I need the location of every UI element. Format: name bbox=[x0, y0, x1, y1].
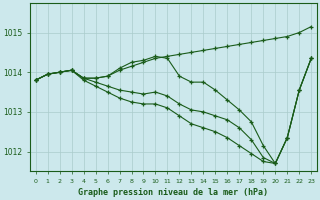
X-axis label: Graphe pression niveau de la mer (hPa): Graphe pression niveau de la mer (hPa) bbox=[78, 188, 268, 197]
